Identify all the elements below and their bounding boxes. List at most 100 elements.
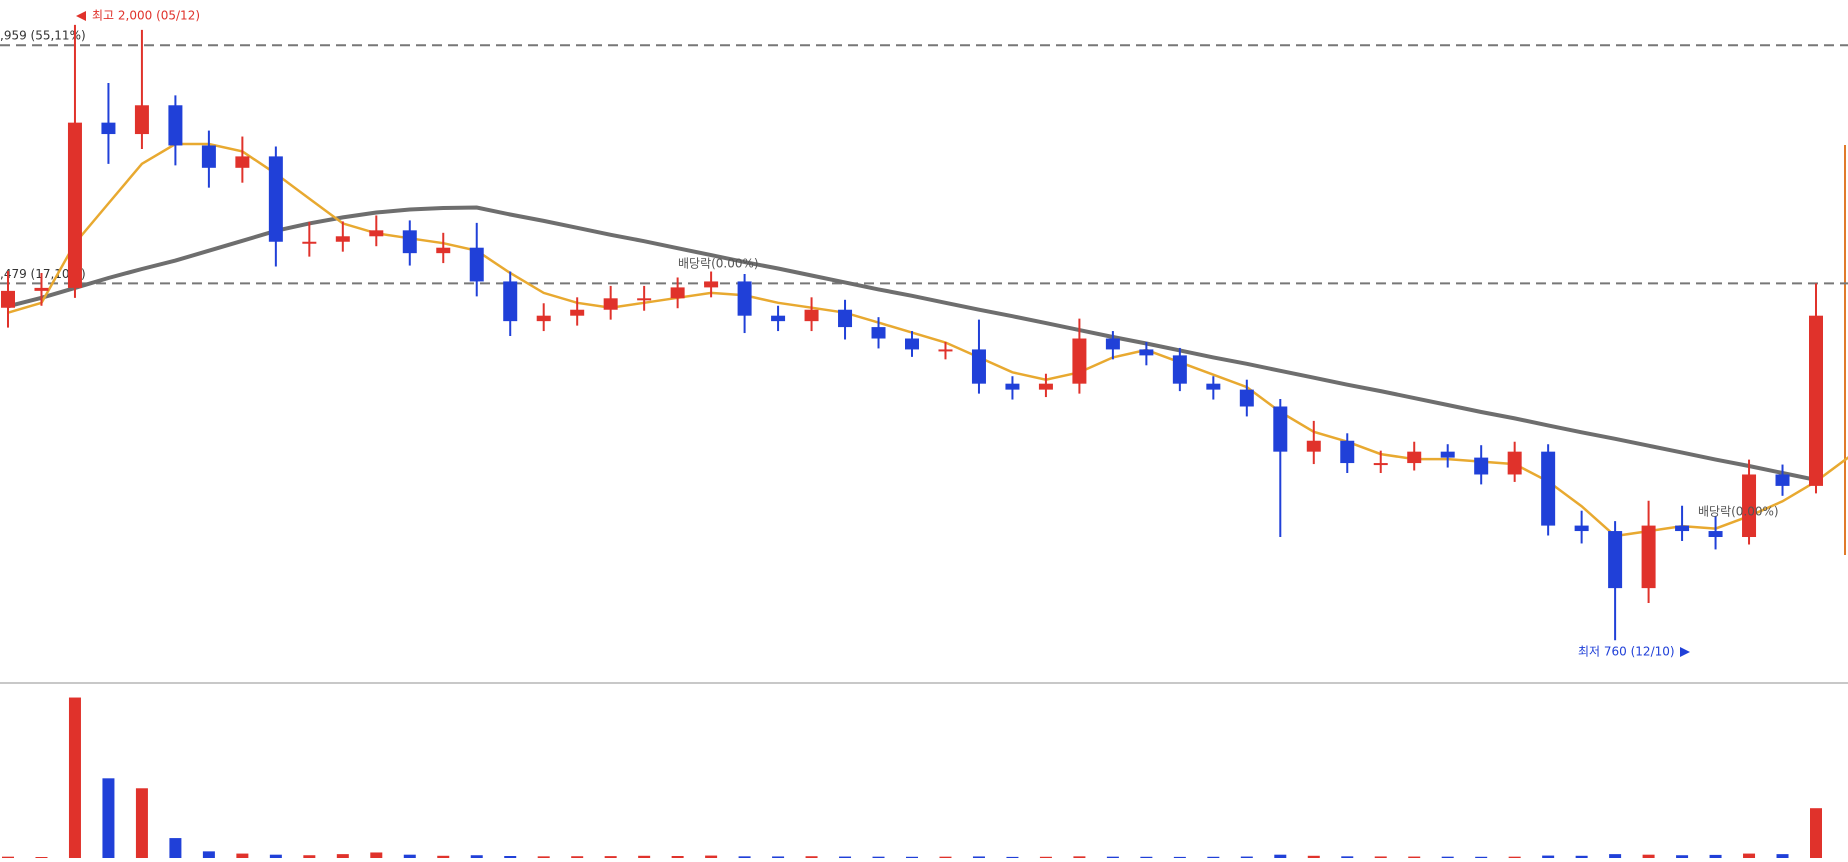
volume-bar [671, 856, 684, 858]
candle-body [469, 247, 484, 282]
volume-bar [1776, 854, 1789, 858]
candle-body [201, 145, 216, 168]
volume-bar [1609, 854, 1622, 858]
volume-bar [1274, 854, 1287, 858]
volume-bar [1106, 856, 1119, 858]
candle-body [1608, 531, 1623, 589]
volume-bar [1341, 856, 1354, 858]
volume-bar [1140, 856, 1153, 858]
candle-body [101, 122, 116, 135]
candle-body [603, 298, 618, 310]
volume-bar [805, 856, 818, 858]
volume-bar [1240, 856, 1253, 858]
volume-bar [1374, 856, 1387, 858]
candle-body [402, 230, 417, 254]
candle-body [1407, 451, 1422, 464]
candle-body [1273, 406, 1288, 452]
candle-body [1306, 440, 1321, 452]
volume-bar [1743, 853, 1756, 858]
volume-bar [169, 838, 182, 858]
volume-bar [68, 697, 81, 858]
volume-bar [1642, 854, 1655, 858]
candle-body [1340, 440, 1355, 464]
arrow [76, 11, 86, 21]
volume-bar [1441, 856, 1454, 858]
candle-body [737, 281, 752, 316]
volume-bar [571, 856, 584, 858]
reference-label: ,479 (17,10%) [0, 267, 86, 281]
volume-bar [537, 856, 550, 858]
candle-body [536, 315, 551, 322]
volume-bar [772, 856, 785, 858]
candle-body [168, 105, 183, 146]
volume-bar [1173, 856, 1186, 858]
candle-body [503, 281, 518, 322]
candle-body [1005, 383, 1020, 390]
volume-bar [906, 856, 918, 858]
candle-body [335, 236, 350, 242]
volume-bar [939, 856, 952, 858]
volume-bar [638, 855, 651, 858]
annotation-dividend: 배당락(0.00%) [1698, 505, 1779, 519]
volume-bar [1475, 856, 1488, 858]
candle-body [34, 287, 49, 291]
annotation-dividend: 배당락(0.00%) [678, 257, 759, 271]
volume-bar [135, 788, 148, 858]
volume-bar [1709, 854, 1722, 858]
candle-body [804, 309, 819, 322]
candle-body [268, 156, 283, 242]
volume-bar [738, 856, 751, 858]
candle-body [1675, 525, 1690, 532]
candle-body [1373, 463, 1388, 466]
volume-bar [1810, 808, 1822, 858]
candle-body [1775, 474, 1790, 486]
candle-body [905, 338, 919, 350]
volume-bar [1006, 856, 1019, 858]
volume-bar [1508, 856, 1521, 858]
candle-body [134, 105, 149, 135]
volume-bar [1542, 855, 1555, 858]
volume-bar [336, 854, 349, 858]
volume-bar [236, 853, 249, 858]
volume-bar [1207, 856, 1220, 858]
volume-bar [1039, 856, 1052, 858]
candle-body [1541, 451, 1556, 526]
volume-bar [269, 854, 282, 858]
candle-body [1072, 338, 1087, 384]
candle-body [436, 247, 451, 254]
candle-body [637, 298, 652, 301]
volume-bar [972, 856, 985, 858]
candle-body [971, 349, 986, 384]
volume-bar [35, 857, 48, 858]
candle-body [302, 241, 317, 244]
candle-body [1239, 389, 1254, 407]
candle-body [704, 281, 719, 288]
candle-body [235, 156, 250, 168]
reference-label: ,959 (55,11%) [0, 29, 86, 43]
candle-body [838, 309, 853, 328]
candle-body [1809, 315, 1823, 486]
volume-bar [470, 855, 483, 858]
candle-body [1038, 383, 1053, 390]
volume-bar [1676, 855, 1689, 858]
candle-body [1708, 531, 1723, 538]
volume-bar [403, 854, 416, 858]
candle-body [670, 287, 685, 299]
volume-bar [437, 855, 450, 858]
candle-body [1172, 355, 1187, 384]
volume-bar [872, 856, 885, 858]
volume-bar [202, 851, 215, 858]
volume-bar [705, 855, 718, 858]
candle-body [570, 309, 585, 316]
candle-body [1206, 383, 1221, 390]
candle-body [1440, 451, 1455, 458]
volume-bar [504, 856, 517, 858]
volume-bar [370, 852, 383, 858]
volume-bar [1073, 856, 1086, 858]
volume-bar [303, 855, 316, 858]
volume-bar [1408, 856, 1421, 858]
arrow [1680, 647, 1690, 657]
candle-body [1641, 525, 1656, 589]
